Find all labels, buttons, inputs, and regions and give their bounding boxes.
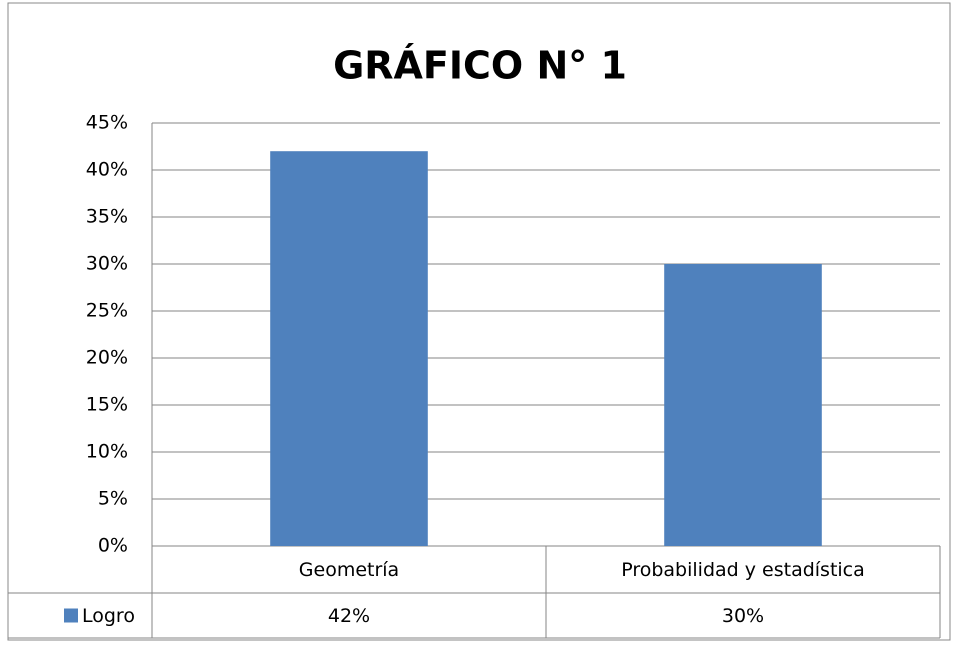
data-table-value: 30% bbox=[722, 605, 764, 627]
y-tick-label: 15% bbox=[86, 394, 128, 416]
chart-title: GRÁFICO N° 1 bbox=[333, 44, 627, 88]
y-tick-label: 45% bbox=[86, 112, 128, 134]
x-tick-label: Probabilidad y estadística bbox=[621, 559, 865, 581]
y-tick-label: 5% bbox=[98, 488, 128, 510]
bar bbox=[664, 264, 822, 546]
y-tick-label: 10% bbox=[86, 441, 128, 463]
legend-swatch bbox=[64, 608, 78, 623]
legend-label: Logro bbox=[82, 605, 135, 627]
y-tick-label: 30% bbox=[86, 253, 128, 275]
bar bbox=[270, 151, 428, 546]
y-tick-label: 25% bbox=[86, 300, 128, 322]
data-table-value: 42% bbox=[328, 605, 370, 627]
y-tick-label: 40% bbox=[86, 159, 128, 181]
y-tick-label: 35% bbox=[86, 206, 128, 228]
y-tick-label: 20% bbox=[86, 347, 128, 369]
x-tick-label: Geometría bbox=[299, 559, 399, 581]
y-tick-label: 0% bbox=[98, 535, 128, 557]
